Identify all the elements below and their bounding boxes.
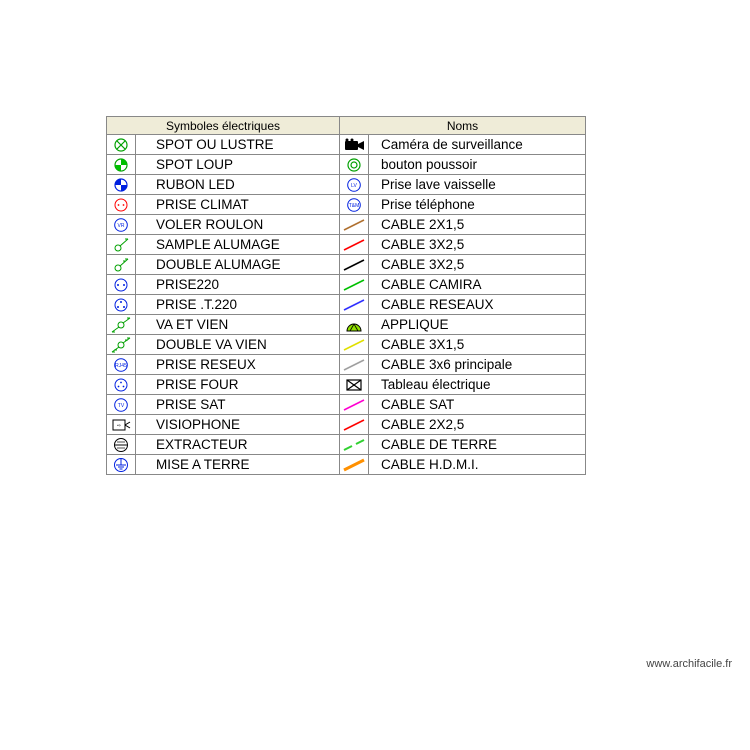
watermark: www.archifacile.fr — [646, 658, 732, 670]
symbol-label: CABLE 3X2,5 — [368, 235, 585, 255]
symbol-icon — [107, 155, 136, 175]
symbol-icon: TV — [107, 395, 136, 415]
svg-text:⇨: ⇨ — [117, 423, 121, 429]
symbol-label: APPLIQUE — [368, 315, 585, 335]
legend-row: RJ45 PRISE RESEUX CABLE 3x6 principale — [107, 355, 586, 375]
legend-row: VA ET VIEN APPLIQUE — [107, 315, 586, 335]
legend-row: PRISE FOUR Tableau électrique — [107, 375, 586, 395]
symbol-icon — [339, 415, 368, 435]
symbol-label: PRISE220 — [136, 275, 340, 295]
symbol-icon: VR — [107, 215, 136, 235]
symbol-icon — [339, 135, 368, 155]
symbol-label: DOUBLE ALUMAGE — [136, 255, 340, 275]
symbol-icon — [107, 175, 136, 195]
legend-row: PRISE .T.220 CABLE RESEAUX — [107, 295, 586, 315]
symbol-icon — [339, 355, 368, 375]
symbol-label: SPOT LOUP — [136, 155, 340, 175]
svg-text:VR: VR — [118, 223, 125, 229]
legend-row: MISE A TERRE CABLE H.D.M.I. — [107, 455, 586, 475]
symbol-icon — [339, 315, 368, 335]
symbol-label: VA ET VIEN — [136, 315, 340, 335]
symbol-icon — [339, 375, 368, 395]
symbol-icon — [339, 335, 368, 355]
legend-row: ⇨ VISIOPHONE CABLE 2X2,5 — [107, 415, 586, 435]
symbol-label: PRISE .T.220 — [136, 295, 340, 315]
legend-table: Symboles électriques Noms SPOT OU LUSTRE… — [106, 116, 586, 475]
symbol-icon: T&M — [339, 195, 368, 215]
legend-row: EXTRACTEUR CABLE DE TERRE — [107, 435, 586, 455]
legend-row: RUBON LED LV Prise lave vaisselle — [107, 175, 586, 195]
symbol-icon — [107, 435, 136, 455]
symbol-label: PRISE SAT — [136, 395, 340, 415]
legend-row: VR VOLER ROULON CABLE 2X1,5 — [107, 215, 586, 235]
symbol-icon — [339, 235, 368, 255]
symbol-label: Prise lave vaisselle — [368, 175, 585, 195]
symbol-icon: RJ45 — [107, 355, 136, 375]
symbol-label: Caméra de surveillance — [368, 135, 585, 155]
symbol-label: CABLE 2X2,5 — [368, 415, 585, 435]
symbol-icon: ⇨ — [107, 415, 136, 435]
symbol-icon — [339, 275, 368, 295]
svg-text:RJ45: RJ45 — [115, 363, 127, 369]
symbol-label: CABLE 3x6 principale — [368, 355, 585, 375]
symbol-icon — [339, 435, 368, 455]
symbol-icon — [339, 295, 368, 315]
symbol-icon — [107, 235, 136, 255]
symbol-label: Prise téléphone — [368, 195, 585, 215]
symbol-label: CABLE 3X1,5 — [368, 335, 585, 355]
legend-row: DOUBLE VA VIEN CABLE 3X1,5 — [107, 335, 586, 355]
legend-row: DOUBLE ALUMAGE CABLE 3X2,5 — [107, 255, 586, 275]
symbol-icon — [107, 335, 136, 355]
symbol-label: CABLE RESEAUX — [368, 295, 585, 315]
svg-text:TV: TV — [118, 403, 125, 409]
symbol-icon — [107, 135, 136, 155]
symbol-icon — [339, 255, 368, 275]
svg-text:LV: LV — [351, 183, 357, 189]
legend-row: SAMPLE ALUMAGE CABLE 3X2,5 — [107, 235, 586, 255]
symbol-label: CABLE 2X1,5 — [368, 215, 585, 235]
symbol-icon — [107, 315, 136, 335]
symbol-icon — [339, 455, 368, 475]
symbol-label: Tableau électrique — [368, 375, 585, 395]
symbol-label: bouton poussoir — [368, 155, 585, 175]
symbol-icon — [107, 255, 136, 275]
symbol-icon — [107, 295, 136, 315]
symbol-icon — [107, 195, 136, 215]
symbol-label: SPOT OU LUSTRE — [136, 135, 340, 155]
symbol-icon — [339, 155, 368, 175]
symbol-label: RUBON LED — [136, 175, 340, 195]
symbol-icon — [107, 275, 136, 295]
symbol-label: EXTRACTEUR — [136, 435, 340, 455]
symbol-label: PRISE RESEUX — [136, 355, 340, 375]
symbol-label: PRISE CLIMAT — [136, 195, 340, 215]
symbol-label: VISIOPHONE — [136, 415, 340, 435]
symbol-label: VOLER ROULON — [136, 215, 340, 235]
symbol-icon — [107, 375, 136, 395]
symbol-label: CABLE 3X2,5 — [368, 255, 585, 275]
symbol-label: CABLE DE TERRE — [368, 435, 585, 455]
symbol-icon — [339, 395, 368, 415]
symbol-label: MISE A TERRE — [136, 455, 340, 475]
legend-row: PRISE220 CABLE CAMIRA — [107, 275, 586, 295]
legend-row: PRISE CLIMAT T&M Prise téléphone — [107, 195, 586, 215]
symbol-icon — [339, 215, 368, 235]
svg-text:T&M: T&M — [349, 203, 360, 209]
symbol-label: DOUBLE VA VIEN — [136, 335, 340, 355]
symbol-icon — [107, 455, 136, 475]
symbol-label: CABLE SAT — [368, 395, 585, 415]
symbol-label: CABLE H.D.M.I. — [368, 455, 585, 475]
symbol-label: SAMPLE ALUMAGE — [136, 235, 340, 255]
symbol-label: CABLE CAMIRA — [368, 275, 585, 295]
legend-row: SPOT OU LUSTRE Caméra de surveillance — [107, 135, 586, 155]
header-right: Noms — [339, 117, 585, 135]
legend-row: TV PRISE SAT CABLE SAT — [107, 395, 586, 415]
symbol-label: PRISE FOUR — [136, 375, 340, 395]
legend-row: SPOT LOUP bouton poussoir — [107, 155, 586, 175]
header-left: Symboles électriques — [107, 117, 340, 135]
symbol-icon: LV — [339, 175, 368, 195]
